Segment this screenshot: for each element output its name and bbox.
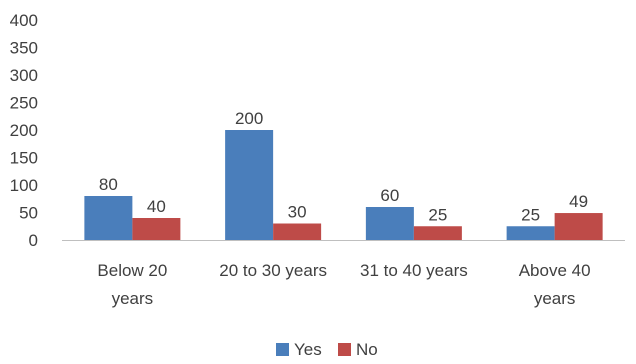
bar-no-3	[413, 226, 462, 240]
y-tick-label: 0	[29, 231, 38, 250]
legend: Yes No	[276, 340, 378, 359]
bar-yes-1	[84, 196, 133, 240]
bar-no-4	[554, 213, 603, 240]
x-axis-category-labels: Below 20 years 20 to 30 years 31 to 40 year…	[97, 261, 590, 308]
bar-no-2	[273, 223, 322, 240]
data-label-yes-2: 200	[235, 109, 263, 128]
category-label-4: Above 40 years	[519, 261, 591, 308]
legend-label-yes: Yes	[294, 340, 322, 359]
bar-yes-4	[506, 226, 555, 240]
y-tick-label: 400	[10, 11, 38, 30]
bars	[84, 130, 603, 240]
legend-swatch-no	[338, 343, 351, 356]
bar-yes-3	[365, 207, 414, 240]
category-label-1: Below 20 years	[97, 261, 167, 308]
category-label-3: 31 to 40 years	[360, 261, 468, 280]
data-label-no-4: 49	[569, 192, 588, 211]
data-label-no-3: 25	[428, 205, 447, 224]
data-label-yes-1: 80	[99, 175, 118, 194]
y-tick-label: 200	[10, 121, 38, 140]
data-label-no-1: 40	[147, 197, 166, 216]
legend-label-no: No	[356, 340, 378, 359]
y-tick-label: 50	[19, 204, 38, 223]
data-label-yes-3: 60	[380, 186, 399, 205]
category-label-2: 20 to 30 years	[219, 261, 327, 280]
y-tick-label: 350	[10, 39, 38, 58]
y-tick-label: 300	[10, 66, 38, 85]
y-tick-label: 250	[10, 94, 38, 113]
data-label-no-2: 30	[288, 203, 307, 222]
data-labels: 80 40 200 30 60 25 25 49	[99, 109, 588, 224]
data-label-yes-4: 25	[521, 205, 540, 224]
y-axis-ticks: 0 50 100 150 200 250 300 350 400	[10, 11, 38, 250]
bar-yes-2	[225, 130, 274, 240]
y-tick-label: 150	[10, 149, 38, 168]
y-tick-label: 100	[10, 176, 38, 195]
bar-no-1	[132, 218, 181, 240]
legend-swatch-yes	[276, 343, 289, 356]
